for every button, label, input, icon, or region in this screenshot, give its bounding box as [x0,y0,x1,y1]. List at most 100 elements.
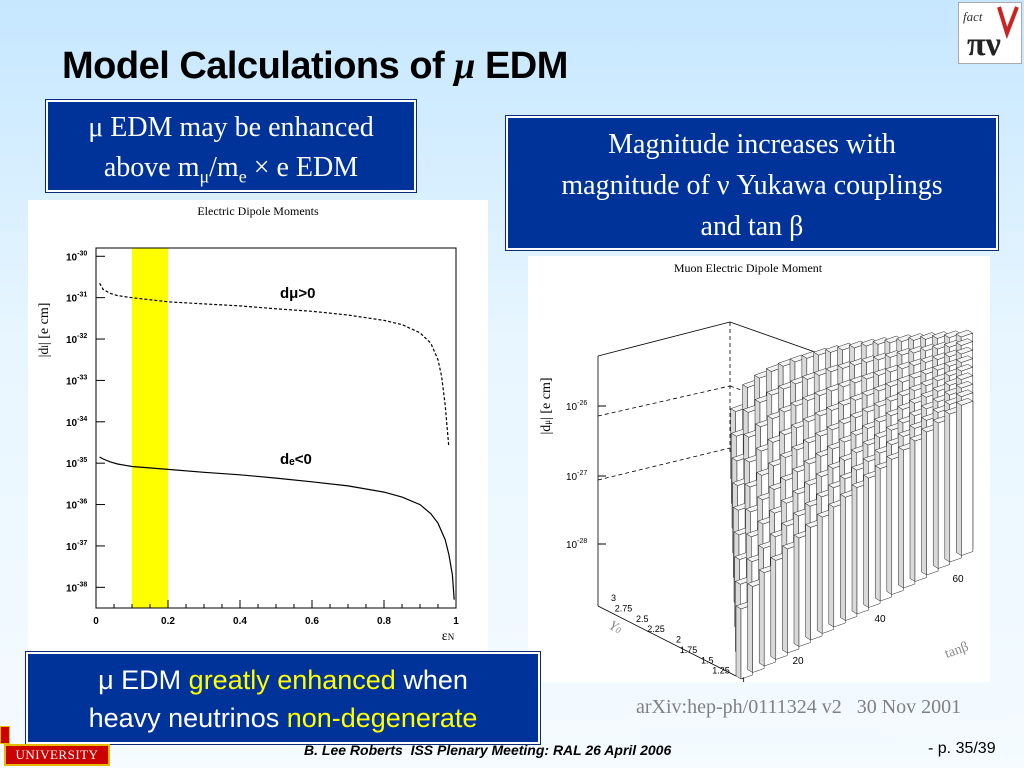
chart1-y-tick-label: 10-35 [66,457,87,470]
edm-chart-panel: Electric Dipole Moments 0 0.2 0.4 0.6 0.8 1 10-… [28,200,488,652]
chart2-bar-side [909,437,916,582]
chart2-y0-tick-label: 1.75 [680,645,698,655]
box-left-line2-c: × e EDM [246,152,359,183]
box-right-line2: magnitude of ν Yukawa couplings [561,170,943,201]
chart2-bar-side [758,569,765,667]
box-bottom-part3: when [395,665,468,695]
chart2-title: Muon Electric Dipole Moment [674,261,823,275]
chart1-series-line-0 [99,282,450,447]
chart2-bar-side [782,545,788,654]
slide-footer: B. Lee Roberts ISS Plenary Meeting: RAL … [304,742,672,758]
chart2-tanb-tick-label: 60 [952,574,964,585]
chart1-y-label: |dl| [e cm] [37,303,52,358]
chart2-bar-side [956,401,962,556]
chart2-grid-back-2 [597,447,731,481]
chart2-bar-side [805,524,811,641]
chart1-y-tick-label: 10-31 [66,292,87,305]
chart2-bar-side [816,513,823,634]
logo-nu-mark [997,6,1019,40]
box-right-line3: and tan β [700,211,804,242]
slide-title: Model Calculations of μ EDM [62,44,568,88]
box-right-line1: Magnitude increases with [608,129,896,160]
info-box-enhancement: μ EDM may be enhanced above mμ/me × e ED… [46,100,416,192]
chart2-y0-tick-label: 2.75 [615,603,633,613]
chart2-z-tick-label: 10-27 [566,470,587,483]
title-mu-symbol: μ [454,45,475,87]
chart2-box-top-back [597,321,731,357]
box-bottom-part1: μ EDM [98,665,189,695]
chart2-axis-y0 [597,605,737,677]
chart2-y0-tick-label: 3 [611,593,616,603]
chart2-grid-back-1 [597,385,731,417]
chart2-z-tick-label: 10-28 [566,538,587,551]
chart1-x-tick-label: 0.8 [377,616,391,627]
chart2-bar-side [770,556,777,660]
chart1-y-tick-label: 10-33 [66,374,87,387]
box-left-line2: above mμ/me × e EDM [48,148,414,197]
chart1-y-tick-label: 10-30 [66,250,87,263]
box-bottom-part4: heavy neutrinos [88,703,287,733]
info-box-magnitude: Magnitude increases with magnitude of ν … [506,116,998,250]
page-number: - p. 35/39 [928,740,996,757]
box-left-sub-mu: μ [199,166,210,187]
chart2-bar-side [747,583,753,673]
chart2-z-label: |dμ| [e cm] [539,377,554,434]
chart2-z-tick-label: 10-26 [566,400,587,413]
chart2-bar-side [932,419,939,569]
fact-logo: fact πν [958,2,1022,64]
chart1-yellow-band [132,248,168,608]
chart2-bar-side [840,493,846,621]
chart1-y-tick-label: 10-37 [66,540,87,553]
chart1-series-line-1 [99,456,455,600]
university-logo-mark [0,726,10,744]
chart2-tanb-tick-label: 20 [792,656,804,667]
chart2-y0-tick-label: 1.25 [712,666,730,676]
chart2-tanb-tick-label: 40 [874,614,886,625]
chart2-y0-tick-label: 1.5 [701,655,714,665]
chart2-bar-side [921,428,927,576]
title-suffix: EDM [474,45,568,87]
chart1-y-tick-label: 10-38 [66,581,87,594]
muon-edm-surface-chart: Muon Electric Dipole Moment 10-26 10-27 10-… [539,261,974,686]
citation: arXiv:hep-ph/0111324 v2 30 Nov 2001 [636,696,962,718]
chart1-y-tick-label: 10-36 [66,499,87,512]
fact-logo-graphic: fact πν [963,6,1019,63]
chart1-x-tick-label: 0.4 [233,616,247,627]
chart1-y-tick-label: 10-34 [66,416,87,429]
box-bottom-line1: μ EDM greatly enhanced when [28,661,538,699]
chart2-bar-side [735,605,742,680]
chart2-bar-front [961,400,974,556]
chart1-x-tick-label: 0.6 [305,616,319,627]
chart2-bar-side [828,503,835,628]
university-logo: UNIVERSITY [4,744,110,766]
box-left-line2-b: /m [209,152,239,183]
chart1-x-tick-label: 0 [93,616,99,627]
chart2-bar-side [886,455,893,595]
chart2-bar-side [874,465,881,602]
chart2-bar-side [863,474,869,608]
chart2-bar-side [944,410,951,563]
chart1-series-label-0: dμ>0 [280,285,315,302]
chart2-y0-tick-label: 2.25 [647,624,665,634]
box-left-line1: μ EDM may be enhanced [88,112,374,143]
box-bottom-line2: heavy neutrinos non-degenerate [28,699,538,737]
chart2-bar-side [851,484,858,615]
box-left-line2-a: above m [103,152,200,183]
title-prefix: Model Calculations of [62,45,455,87]
box-bottom-highlight2: non-degenerate [286,703,478,733]
chart2-x-label: tanβ [943,640,971,662]
chart2-bar-side [898,446,904,589]
edm-line-chart: Electric Dipole Moments 0 0.2 0.4 0.6 0.8 1 10-… [37,204,459,644]
chart1-series-label-1: dₑ<0 [280,451,312,468]
logo-word: fact [963,9,983,24]
chart1-x-tick-label: 1 [453,616,459,627]
chart1-y-tick-label: 10-32 [66,333,87,346]
muon-edm-surface-panel: Muon Electric Dipole Moment 10-26 10-27 10-… [528,256,990,686]
chart1-title: Electric Dipole Moments [197,204,319,218]
chart2-y0-tick-label: 2 [676,635,681,645]
chart1-x-tick-label: 0.2 [161,616,175,627]
box-left-sub-e: e [238,166,247,187]
chart2-y0-tick-label: 2.5 [636,614,649,624]
chart2-y0-tick-label: 1 [741,676,746,682]
chart2-surface [730,329,974,680]
